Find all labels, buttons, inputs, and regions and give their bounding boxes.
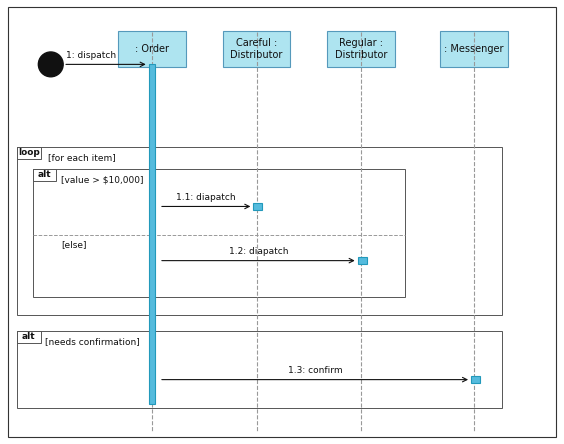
Bar [17,331,41,343]
Bar [33,169,56,181]
Text: [for each item]: [for each item] [48,153,116,162]
Bar [223,31,290,67]
Bar [440,31,508,67]
Text: alt: alt [22,333,36,341]
Bar [358,257,367,264]
Bar [17,331,502,408]
Text: 1.1: diapatch: 1.1: diapatch [177,193,236,202]
Text: : Messenger: : Messenger [444,44,504,54]
Bar [33,169,405,297]
Bar [253,203,262,210]
Ellipse shape [38,52,63,77]
Bar [149,64,156,404]
Bar [471,376,480,383]
Bar [118,31,186,67]
Bar [17,147,41,159]
Text: 1.2: diapatch: 1.2: diapatch [228,247,288,256]
Text: Careful :
Distributor: Careful : Distributor [231,39,283,60]
Text: Regular :
Distributor: Regular : Distributor [335,39,387,60]
Text: [needs confirmation]: [needs confirmation] [45,337,140,346]
Text: 1.3: confirm: 1.3: confirm [288,366,342,375]
Bar [17,147,502,315]
Text: 1: dispatch: 1: dispatch [66,51,116,60]
Text: alt: alt [38,170,51,179]
Text: loop: loop [18,148,39,157]
Text: [else]: [else] [61,240,86,249]
Text: : Order: : Order [135,44,169,54]
Text: [value > $10,000]: [value > $10,000] [61,175,143,184]
Bar [327,31,395,67]
